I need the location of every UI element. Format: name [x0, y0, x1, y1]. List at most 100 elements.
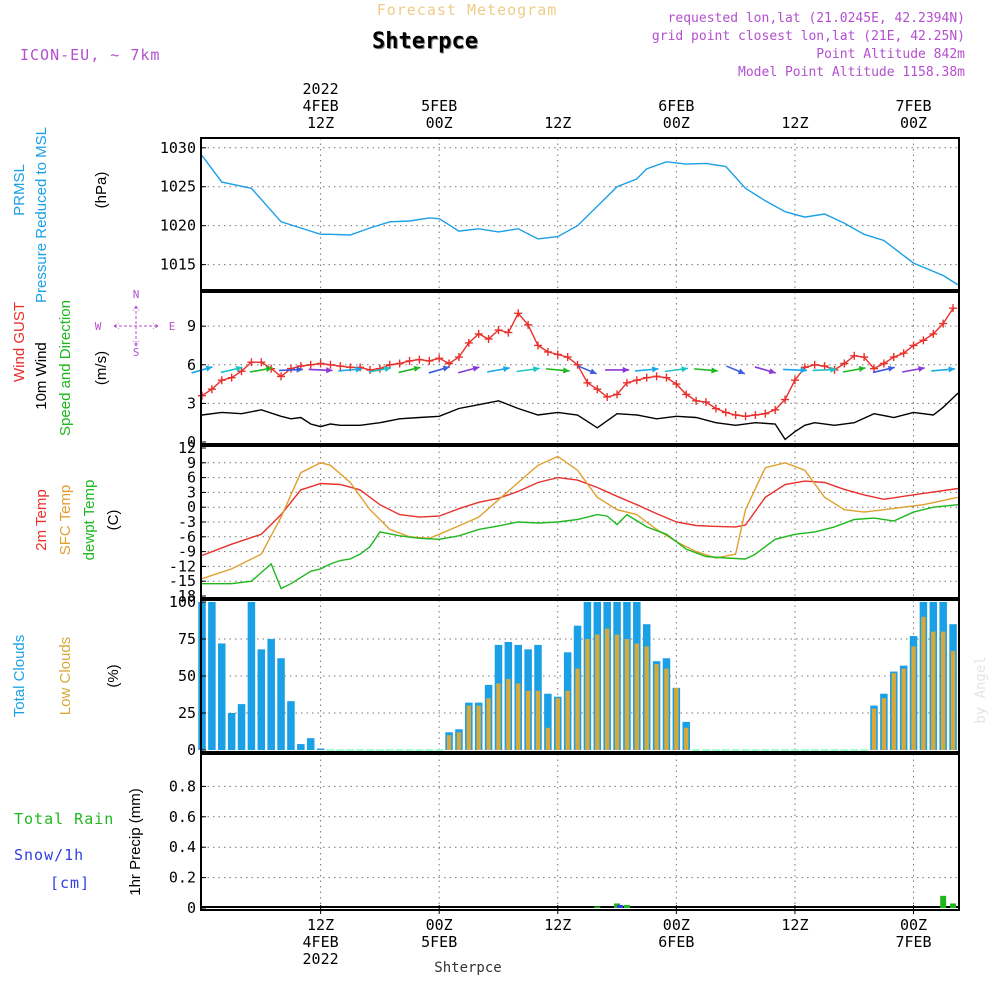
y-tick-label: -15 — [169, 572, 196, 590]
y-tick-label: 12 — [178, 439, 196, 457]
gust-marker — [929, 329, 938, 338]
low-cloud-bar — [516, 683, 521, 750]
wind-arrow-head — [622, 366, 630, 373]
low-cloud-bar — [446, 735, 452, 750]
wind-arrow-head — [800, 367, 807, 374]
gust-marker — [286, 364, 295, 373]
wind-arrow-head — [205, 365, 213, 372]
total-cloud-bar — [247, 602, 256, 750]
gust-marker — [771, 405, 780, 414]
panel-frame-wind — [200, 291, 960, 445]
wind-arrow-head — [711, 367, 718, 374]
precip-bar-total-rain — [623, 904, 630, 908]
compass-w: W — [95, 320, 102, 333]
gust-marker — [237, 367, 246, 376]
total-cloud-bar — [544, 693, 552, 750]
low-cloud-bar — [881, 698, 887, 750]
top-title: Forecast Meteogram — [377, 1, 558, 19]
closest-coords: grid point closest lon,lat (21E, 42.25N) — [652, 29, 965, 44]
bottom-time-label: 12Z — [544, 916, 571, 934]
low-cloud-bar — [614, 634, 620, 750]
wind-arrow-head — [355, 366, 363, 373]
gust-marker — [257, 358, 266, 367]
panel-frame-pressure — [200, 137, 960, 291]
y-tick-label: 3 — [187, 483, 196, 501]
series-line-2m-temp — [201, 476, 959, 557]
low-cloud-bar — [664, 668, 669, 750]
low-cloud-bar — [476, 705, 481, 750]
top-time-label: 00Z — [900, 114, 927, 132]
y-tick-label: -6 — [178, 528, 196, 546]
top-time-label: 4FEB — [303, 97, 339, 115]
panel-label-layer: PRMSL Pressure Reduced to MSL (hPa) Wind GU… — [11, 127, 175, 896]
low-cloud-bar — [624, 639, 630, 750]
total-cloud-bar — [237, 704, 246, 750]
gust-marker — [682, 390, 691, 399]
panel-label: Pressure Reduced to MSL — [33, 127, 50, 303]
wind-arrow-head — [858, 366, 866, 373]
total-cloud-bar — [316, 748, 325, 750]
gust-marker — [504, 328, 513, 337]
total-rain-label: Total Rain — [14, 810, 114, 828]
wind-arrow-head — [413, 365, 421, 372]
gust-marker — [603, 392, 612, 401]
gust-marker — [622, 378, 631, 387]
gust-marker — [524, 320, 533, 329]
series-line-prmsl — [201, 155, 959, 286]
gust-marker — [642, 373, 651, 382]
panel-label: Speed and Direction — [57, 300, 74, 436]
low-cloud-bar — [931, 631, 936, 750]
gust-marker — [247, 358, 256, 367]
gust-marker — [464, 338, 473, 347]
y-tick-label: 0 — [187, 498, 196, 516]
gust-marker — [790, 376, 799, 385]
gust-marker — [731, 410, 740, 419]
bottom-time-label: 00Z — [900, 916, 927, 934]
wind-arrow-head — [442, 365, 450, 372]
low-cloud-bar — [891, 673, 896, 750]
gust-marker — [820, 362, 829, 371]
total-cloud-bar — [287, 701, 295, 750]
low-cloud-bar — [871, 708, 877, 750]
wind-arrow-head — [533, 366, 540, 373]
gust-marker — [761, 409, 770, 418]
gust-marker — [543, 347, 552, 356]
model-altitude: Model Point Altitude 1158.38m — [738, 65, 965, 80]
low-cloud-bar — [575, 668, 580, 750]
bottom-time-label: 00Z — [663, 916, 690, 934]
gust-marker — [405, 356, 414, 365]
top-time-label: 7FEB — [895, 97, 931, 115]
low-cloud-bar — [674, 687, 679, 750]
y-tick-label: -18 — [169, 587, 196, 605]
low-cloud-bar — [941, 631, 946, 750]
y-tick-label: 0 — [187, 433, 196, 451]
gust-marker — [366, 365, 374, 374]
wind-arrow-head — [918, 366, 925, 373]
low-cloud-bar — [644, 646, 649, 750]
series-line-10m-wind — [201, 392, 959, 441]
y-tick-label: 1025 — [160, 178, 196, 196]
precip-bar-total-rain — [950, 903, 957, 908]
gust-marker — [336, 362, 345, 371]
y-tick-label: 0.4 — [169, 838, 196, 856]
wind-arrow-head — [948, 366, 955, 373]
gust-marker — [949, 304, 958, 313]
total-cloud-bar — [297, 744, 305, 750]
y-tick-label: 0.2 — [169, 869, 196, 887]
bottom-time-label: 12Z — [307, 916, 334, 934]
point-altitude: Point Altitude 842m — [816, 47, 965, 62]
gust-marker — [277, 372, 286, 381]
bottom-time-label: 7FEB — [895, 933, 931, 951]
snow-label: Snow/1h — [14, 846, 84, 864]
requested-coords: requested lon,lat (21.0245E, 42.2394N) — [668, 11, 965, 26]
gust-marker — [840, 359, 849, 368]
gust-marker — [227, 373, 236, 382]
wind-arrow-head — [651, 366, 659, 373]
low-cloud-bar — [901, 668, 906, 750]
gust-marker — [563, 353, 572, 362]
panel-label: Total Clouds — [11, 635, 28, 718]
panel-label: (%) — [105, 664, 122, 687]
y-tick-label: 1015 — [160, 256, 196, 274]
watermark: by Angel — [973, 656, 989, 723]
wind-arrow-head — [503, 366, 510, 373]
